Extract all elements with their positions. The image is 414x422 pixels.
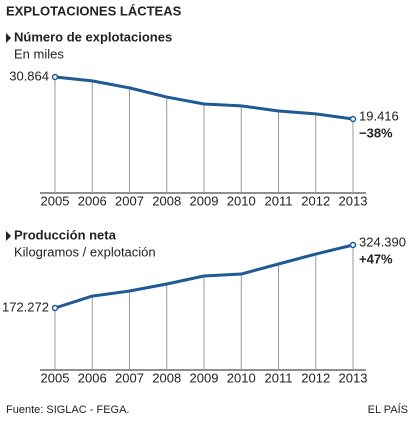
x-tick-label: 2005 [41,193,70,208]
x-tick-label: 2011 [265,193,293,208]
annotation: +47% [359,251,393,266]
x-tick-label: 2007 [115,370,144,385]
chart-subtitle: Kilogramos / explotación [14,244,156,259]
source: Fuente: SIGLAC - FEGA. [6,404,130,416]
end-point [51,304,59,312]
bullet [6,33,11,43]
data-line [54,243,354,310]
x-tick-label: 2008 [152,193,181,208]
x-tick-label: 2006 [78,370,107,385]
end-point [51,73,59,81]
x-tick-label: 2011 [265,370,293,385]
x-tick-label: 2013 [339,193,368,208]
x-tick-label: 2009 [190,370,219,385]
x-tick-label: 2012 [301,370,330,385]
end-point [349,241,357,249]
x-tick-label: 2008 [152,370,181,385]
value-label: 30.864 [9,68,49,83]
brand: EL PAÍS [368,403,408,416]
chart-title: Producción neta [14,227,117,242]
x-tick-label: 2005 [41,370,70,385]
x-tick-label: 2010 [227,370,256,385]
bullet [6,231,11,241]
chart-subtitle: En miles [14,46,64,61]
annotation: −38% [359,125,393,140]
data-line [54,75,354,121]
end-point [349,115,357,123]
chart-title: Número de explotaciones [14,29,172,44]
x-tick-label: 2009 [190,193,219,208]
x-tick-label: 2010 [227,193,256,208]
value-label: 19.416 [359,108,399,123]
main-title: EXPLOTACIONES LÁCTEAS [6,3,182,18]
value-label: 324.390 [359,234,406,249]
x-tick-label: 2007 [115,193,144,208]
x-tick-label: 2012 [301,193,330,208]
value-label: 172.272 [2,299,49,314]
x-tick-label: 2006 [78,193,107,208]
x-tick-label: 2013 [339,370,368,385]
